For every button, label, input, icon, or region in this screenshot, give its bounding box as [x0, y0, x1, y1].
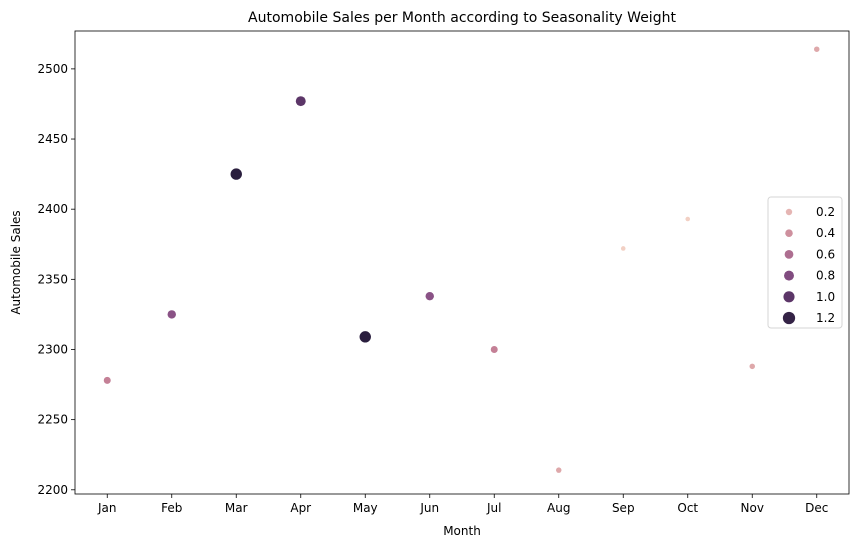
- y-tick-label: 2450: [37, 132, 68, 146]
- chart-title: Automobile Sales per Month according to …: [248, 10, 676, 26]
- x-tick-label: Jul: [486, 501, 501, 515]
- scatter-point: [359, 331, 371, 343]
- x-tick-label: Jan: [97, 501, 117, 515]
- x-tick-label: Aug: [547, 501, 570, 515]
- x-axis-label: Month: [443, 524, 481, 538]
- x-tick-label: Feb: [161, 501, 182, 515]
- legend-marker: [785, 229, 793, 237]
- y-tick-label: 2200: [37, 483, 68, 497]
- y-tick-label: 2400: [37, 202, 68, 216]
- legend: 0.2 0.4 0.6 0.8 1.0 1.2: [767, 196, 843, 329]
- legend-marker: [783, 291, 795, 303]
- scatter-point: [556, 467, 562, 473]
- y-axis: 2200 2250 2300 2350 2400 2450 2500: [37, 62, 75, 497]
- legend-label: 0.4: [816, 226, 835, 240]
- scatter-point: [230, 168, 242, 180]
- scatter-point: [103, 376, 111, 384]
- data-points: [103, 46, 820, 473]
- plot-area: [74, 30, 850, 495]
- x-tick-label: Nov: [741, 501, 764, 515]
- scatter-point: [490, 346, 498, 353]
- legend-label: 0.2: [816, 205, 835, 219]
- y-axis-label: Automobile Sales: [9, 210, 23, 314]
- legend-label: 0.6: [816, 247, 835, 261]
- scatter-point: [685, 216, 691, 222]
- legend-label: 0.8: [816, 269, 835, 283]
- scatter-point: [425, 291, 434, 301]
- x-tick-label: May: [353, 501, 378, 515]
- y-tick-label: 2500: [37, 62, 68, 76]
- scatter-point: [167, 310, 176, 319]
- y-tick-label: 2250: [37, 413, 68, 427]
- legend-marker: [782, 311, 796, 325]
- legend-label: 1.2: [816, 311, 835, 325]
- scatter-point: [749, 363, 755, 370]
- y-tick-label: 2350: [37, 272, 68, 286]
- legend-marker: [785, 208, 793, 216]
- x-axis: Jan Feb Mar Apr May Jun Jul Aug Sep Oct Nov Dec: [97, 494, 828, 515]
- x-tick-label: Oct: [677, 501, 698, 515]
- legend-marker: [784, 270, 794, 281]
- y-tick-label: 2300: [37, 342, 68, 356]
- legend-marker: [784, 250, 794, 259]
- x-tick-label: Sep: [612, 501, 635, 515]
- x-tick-label: Mar: [225, 501, 248, 515]
- scatter-point: [814, 46, 820, 52]
- x-tick-label: Dec: [805, 501, 828, 515]
- scatter-point: [295, 96, 306, 107]
- legend-label: 1.0: [816, 290, 835, 304]
- x-tick-label: Jun: [419, 501, 439, 515]
- x-tick-label: Apr: [290, 501, 311, 515]
- scatter-point: [620, 246, 626, 251]
